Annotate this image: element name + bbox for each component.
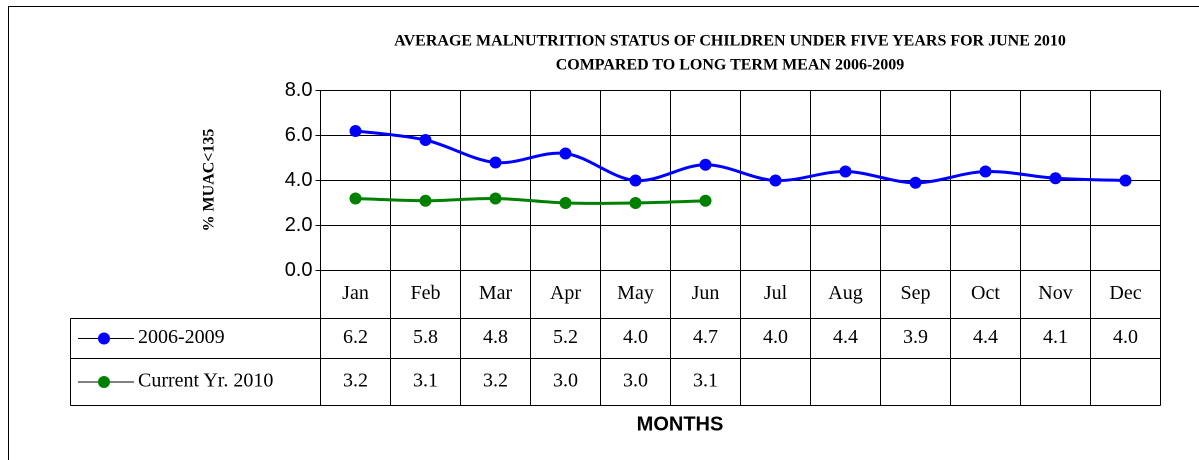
x-tick-label: Sep [901, 282, 931, 304]
point [699, 158, 712, 171]
legend-marker [98, 332, 110, 345]
table-value: 3.0 [553, 370, 578, 392]
point [349, 192, 362, 205]
point [419, 134, 432, 146]
point [1049, 172, 1062, 185]
legend-label: Current Yr. 2010 [138, 370, 273, 392]
point [769, 174, 782, 187]
chart-title: AVERAGE MALNUTRITION STATUS OF CHILDREN … [394, 33, 1066, 50]
table-value: 5.8 [413, 326, 438, 348]
y-tick-label: 4.0 [285, 169, 313, 191]
x-tick-label: Mar [479, 282, 513, 304]
table-value: 4.7 [693, 326, 718, 348]
x-tick-label: Jul [764, 282, 788, 304]
table-value: 3.2 [483, 370, 508, 392]
point [839, 165, 852, 178]
legend-marker [98, 376, 110, 388]
y-axis-label: % MUAC<135 [201, 129, 218, 232]
table-value: 3.9 [903, 326, 928, 348]
x-tick-label: Apr [550, 282, 581, 304]
point [629, 197, 642, 209]
x-tick-label: Aug [828, 282, 862, 304]
table-value: 3.1 [693, 370, 718, 392]
table-value: 4.8 [483, 326, 508, 348]
table-value: 4.0 [763, 326, 788, 348]
x-tick-label: Dec [1109, 282, 1141, 304]
point [909, 176, 922, 189]
series-line [355, 129, 1126, 185]
x-tick-label: Jun [692, 282, 720, 304]
point [979, 165, 992, 178]
x-tick-label: Nov [1038, 282, 1072, 304]
table-value: 4.0 [1113, 326, 1138, 348]
point [349, 125, 362, 137]
series-line [355, 196, 706, 205]
table-value: 4.4 [833, 326, 858, 348]
y-tick-label: 0.0 [285, 259, 313, 281]
table-value: 3.2 [343, 370, 368, 392]
table-value: 3.0 [623, 370, 648, 392]
point [559, 147, 572, 160]
point [1119, 174, 1132, 187]
y-tick-label: 6.0 [285, 124, 313, 146]
point [489, 192, 502, 205]
chart-subtitle: COMPARED TO LONG TERM MEAN 2006-2009 [556, 57, 905, 74]
x-tick-label: Oct [971, 282, 1000, 304]
table-value: 4.1 [1043, 326, 1068, 348]
point [559, 197, 572, 209]
point [489, 156, 502, 169]
point [419, 194, 432, 207]
x-axis-label: MONTHS [637, 413, 724, 435]
chart-border [8, 6, 1199, 460]
legend-label: 2006-2009 [138, 326, 225, 348]
table-value: 5.2 [553, 326, 578, 348]
x-tick-label: Feb [411, 282, 441, 304]
table-value: 4.4 [973, 326, 998, 348]
point [699, 194, 712, 207]
x-tick-label: May [617, 282, 654, 304]
point [629, 174, 642, 187]
table-value: 4.0 [623, 326, 648, 348]
y-tick-label: 2.0 [285, 214, 313, 236]
y-tick-label: 8.0 [285, 79, 313, 101]
table-value: 6.2 [343, 326, 368, 348]
table-value: 3.1 [413, 370, 438, 392]
x-tick-label: Jan [342, 282, 369, 304]
